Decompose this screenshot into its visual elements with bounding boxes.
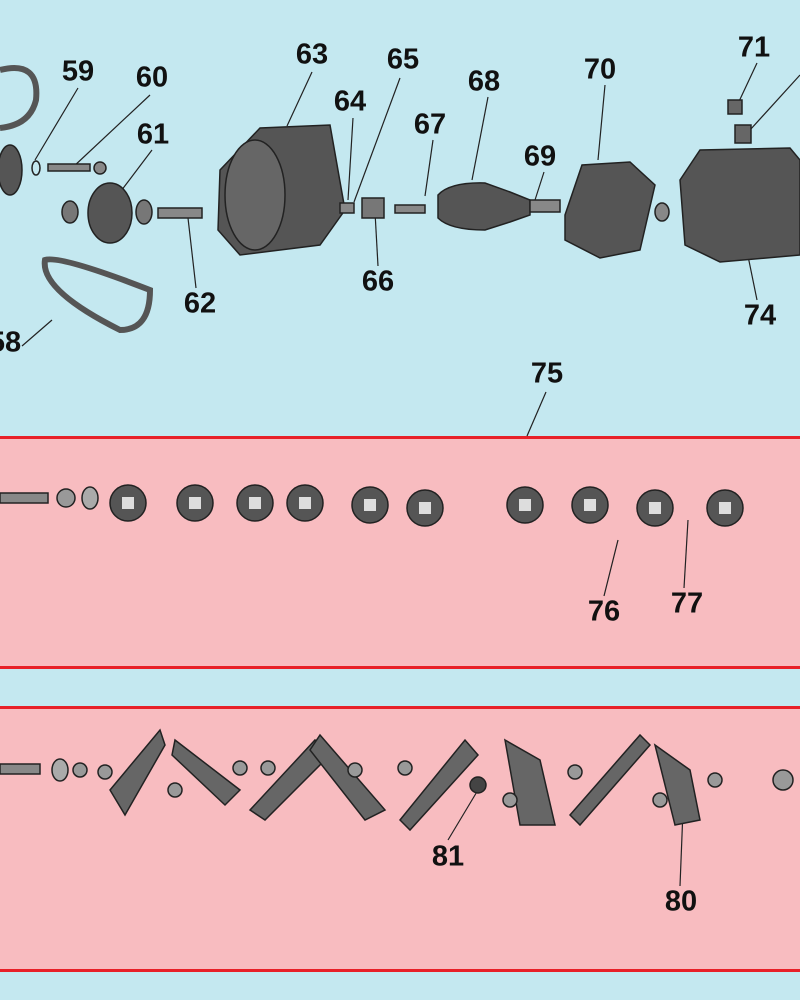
leader-74	[747, 255, 758, 301]
leader-63	[286, 71, 313, 127]
motor-housing-74	[679, 147, 800, 263]
ring-59	[31, 160, 41, 176]
leader-70	[597, 84, 606, 161]
leader-62	[187, 217, 197, 289]
housing-face	[224, 139, 286, 251]
bushings	[72, 760, 794, 808]
belt-upper	[0, 65, 40, 131]
part-label-81: 81	[431, 840, 465, 873]
shaft-bottom	[0, 763, 41, 775]
nut-middle	[56, 488, 76, 508]
leader-66	[374, 211, 379, 267]
leader-65	[353, 77, 401, 203]
shaft-62	[157, 207, 203, 219]
pin-60	[47, 163, 91, 172]
washer	[654, 202, 670, 222]
leader-58	[21, 319, 53, 347]
nut	[93, 161, 107, 175]
part-label-77: 77	[670, 587, 704, 620]
part-label-66: 66	[361, 265, 395, 298]
leader-60	[71, 94, 151, 169]
part-label-58: 58	[0, 326, 22, 359]
part-label-61: 61	[136, 118, 170, 151]
washer-middle	[81, 486, 99, 510]
part-label-63: 63	[295, 38, 329, 71]
shaft-middle	[0, 492, 49, 504]
leader-68	[471, 96, 489, 181]
part-label-60: 60	[135, 61, 169, 94]
part-label-67: 67	[413, 108, 447, 141]
leader-69	[534, 171, 545, 201]
spacer-64	[339, 202, 355, 214]
leader-64	[347, 117, 354, 201]
leader-76	[603, 539, 619, 597]
leader-67	[424, 139, 434, 197]
part-label-69: 69	[523, 140, 557, 173]
part-label-70: 70	[583, 53, 617, 86]
leader-81	[447, 789, 479, 841]
shaft-67	[394, 204, 426, 214]
leader-72	[749, 74, 800, 131]
bearing-69	[529, 199, 561, 213]
part-label-59: 59	[61, 55, 95, 88]
pulley-61	[87, 182, 133, 244]
brush-holder	[734, 124, 752, 144]
leader-lines	[21, 62, 800, 887]
top-assembly	[0, 65, 800, 334]
bearing-66	[361, 197, 385, 219]
part-label-76: 76	[587, 595, 621, 628]
part-label-62: 62	[183, 287, 217, 320]
bottom-assembly	[0, 728, 794, 832]
diffuser-vane	[109, 728, 166, 817]
bearing-left	[61, 200, 79, 224]
leader-59	[34, 87, 79, 161]
armature-68	[437, 182, 531, 231]
section-80-band	[0, 706, 800, 972]
part-label-68: 68	[467, 65, 501, 98]
leader-61	[117, 149, 153, 196]
bearing-right	[135, 199, 153, 225]
stator-70	[564, 161, 656, 259]
brush-71	[727, 99, 743, 115]
part-label-71: 71	[737, 31, 771, 64]
part-label-64: 64	[333, 85, 367, 118]
part-label-65: 65	[386, 43, 420, 76]
section-75-band	[0, 436, 800, 669]
part-label-75: 75	[530, 357, 564, 390]
part-label-80: 80	[664, 885, 698, 918]
belt-58	[41, 256, 154, 334]
middle-assembly	[0, 484, 744, 527]
pulley-left	[0, 144, 23, 196]
leader-75	[526, 391, 547, 437]
leader-77	[683, 519, 689, 589]
part-label-74: 74	[743, 299, 777, 332]
impeller-stack	[109, 484, 744, 527]
